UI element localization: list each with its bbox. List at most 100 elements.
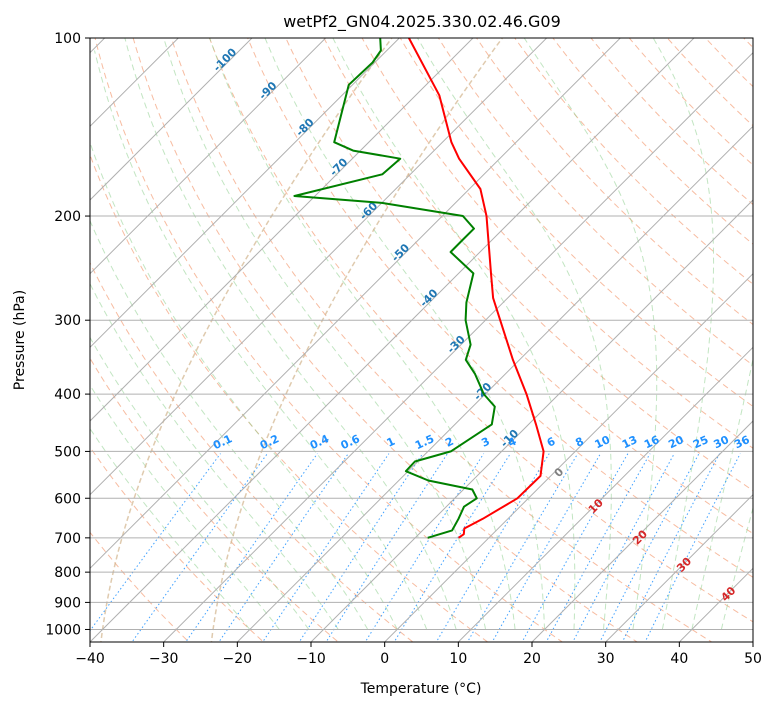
x-tick-label: 10 bbox=[449, 651, 467, 667]
moist-adiabat bbox=[523, 38, 658, 630]
x-tick-label: 20 bbox=[523, 651, 541, 667]
isotherm-line bbox=[236, 125, 753, 642]
x-tick-label: 50 bbox=[744, 651, 762, 667]
mixing-ratio-label: 0.2 bbox=[258, 432, 281, 452]
y-tick-label: 400 bbox=[54, 387, 81, 403]
dry-adiabat bbox=[247, 38, 753, 578]
isotherm-line bbox=[90, 38, 622, 570]
mixing-ratio-label: 6 bbox=[545, 435, 558, 450]
mixing-ratio-line bbox=[131, 453, 268, 642]
mixing-ratio-line bbox=[466, 453, 579, 642]
dry-adiabat bbox=[170, 38, 713, 642]
dry-adiabat bbox=[90, 261, 414, 642]
tan-reference-curve bbox=[210, 38, 504, 642]
mixing-ratio-line bbox=[185, 453, 318, 642]
mixing-ratio-line bbox=[644, 453, 741, 642]
mixing-ratio-label: 1.5 bbox=[413, 432, 436, 452]
moist-adiabat bbox=[90, 140, 398, 630]
isotherm-label: -100 bbox=[211, 45, 240, 74]
plot-frame bbox=[89, 37, 754, 643]
dry-adiabat bbox=[437, 38, 753, 366]
moist-adiabat bbox=[417, 38, 612, 630]
isotherm-line bbox=[90, 38, 327, 275]
mixing-ratio-label: 30 bbox=[712, 433, 732, 451]
dry-adiabat bbox=[90, 531, 190, 642]
mixing-ratio-line bbox=[90, 453, 221, 632]
dry-adiabat bbox=[771, 27, 775, 654]
moist-adiabat-label: 10 bbox=[586, 496, 606, 516]
x-tick-label: −10 bbox=[296, 651, 326, 667]
dry-adiabat bbox=[285, 38, 753, 535]
y-tick-label: 300 bbox=[54, 313, 81, 329]
moist-adiabat bbox=[90, 336, 310, 630]
dry-adiabat bbox=[628, 38, 753, 166]
mixing-ratio-line bbox=[218, 453, 349, 642]
y-tick-label: 800 bbox=[54, 565, 81, 581]
x-axis-title: Temperature (°C) bbox=[360, 681, 482, 697]
isotherm-label: -50 bbox=[389, 241, 412, 264]
mixing-ratio-line bbox=[599, 453, 700, 642]
chart-title: wetPf2_GN04.2025.330.02.46.G09 bbox=[283, 12, 561, 32]
y-tick-label: 100 bbox=[54, 31, 81, 47]
moist-adiabat bbox=[90, 427, 251, 630]
y-tick-label: 600 bbox=[54, 491, 81, 507]
isotherm-line bbox=[90, 38, 474, 422]
mixing-ratio-label: 0.4 bbox=[308, 432, 331, 452]
moist-adiabat-label: 40 bbox=[718, 584, 738, 604]
isotherm-label: -30 bbox=[445, 333, 468, 356]
dry-adiabat bbox=[208, 38, 753, 623]
tan-reference-curve bbox=[100, 38, 393, 642]
x-tick-label: 0 bbox=[380, 651, 389, 667]
isotherm-line bbox=[383, 272, 753, 642]
moist-adiabat bbox=[209, 38, 516, 630]
x-tick-label: 40 bbox=[670, 651, 688, 667]
mixing-ratio-line bbox=[262, 453, 390, 642]
moist-adiabat bbox=[691, 356, 753, 630]
moist-adiabat bbox=[90, 384, 280, 630]
dry-adiabat bbox=[514, 38, 753, 285]
mixing-ratio-label: 3 bbox=[479, 435, 491, 450]
x-tick-label: 30 bbox=[597, 651, 615, 667]
y-tick-label: 200 bbox=[54, 209, 81, 225]
moist-adiabat bbox=[264, 38, 545, 630]
isotherm-line bbox=[531, 420, 753, 642]
isotherm-line bbox=[90, 38, 180, 128]
mixing-ratio-line bbox=[491, 453, 601, 642]
mixing-ratio-label: 16 bbox=[642, 433, 662, 451]
moist-adiabat bbox=[90, 219, 369, 630]
mixing-ratio-line bbox=[621, 453, 721, 642]
moist-adiabat bbox=[720, 506, 753, 630]
isotherm-line bbox=[162, 51, 753, 642]
mixing-ratio-label: 25 bbox=[691, 433, 710, 451]
mixing-ratio-label: 13 bbox=[620, 433, 639, 451]
y-tick-label: 700 bbox=[54, 531, 81, 547]
isotherm-line bbox=[90, 38, 401, 349]
y-tick-label: 500 bbox=[54, 444, 81, 460]
moist-adiabat bbox=[124, 38, 457, 630]
moist-adiabat bbox=[332, 38, 576, 630]
y-tick-label: 900 bbox=[54, 595, 81, 611]
isotherm-line bbox=[457, 346, 753, 642]
moist-adiabat-label: 20 bbox=[630, 527, 650, 547]
mixing-ratio-line bbox=[572, 453, 675, 642]
isotherm-line bbox=[604, 493, 753, 642]
mixing-ratio-line bbox=[393, 453, 511, 642]
isotherm-line bbox=[310, 199, 753, 642]
dry-adiabat bbox=[90, 153, 489, 642]
isotherm-label: -80 bbox=[293, 116, 316, 139]
mixing-ratio-label: 0.1 bbox=[211, 432, 234, 452]
mixing-ratio-label: 20 bbox=[666, 433, 686, 451]
isotherm-label: -70 bbox=[327, 155, 350, 178]
moist-adiabat bbox=[90, 282, 339, 630]
isotherm-line bbox=[90, 38, 695, 642]
isotherm-line bbox=[90, 38, 253, 201]
x-tick-label: −30 bbox=[149, 651, 179, 667]
y-tick-label: 1000 bbox=[45, 622, 81, 638]
mixing-ratio-label: 1 bbox=[385, 435, 397, 450]
dry-adiabat bbox=[90, 446, 265, 642]
mixing-ratio-line bbox=[364, 453, 485, 642]
mixing-ratio-line bbox=[435, 453, 550, 642]
x-tick-label: −40 bbox=[75, 651, 105, 667]
mixing-ratio-label: 36 bbox=[732, 433, 752, 451]
